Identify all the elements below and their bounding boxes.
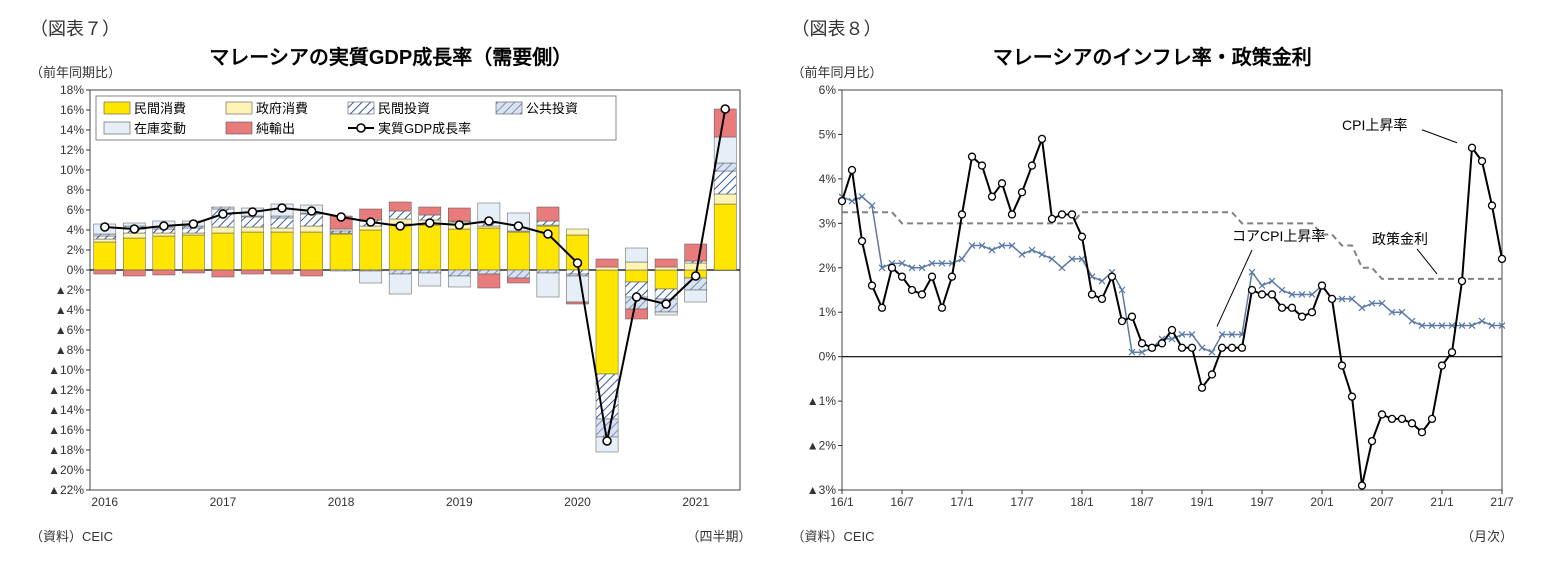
svg-text:▲1%: ▲1% bbox=[806, 394, 836, 408]
panel-left: （図表７） （前年同期比） マレーシアの実質GDP成長率（需要側） ▲22%▲2… bbox=[10, 10, 772, 553]
svg-text:0%: 0% bbox=[818, 350, 836, 364]
svg-text:2018: 2018 bbox=[328, 495, 355, 509]
svg-text:20/1: 20/1 bbox=[1310, 495, 1334, 509]
source-right: （資料）CEIC bbox=[792, 526, 875, 545]
svg-text:2016: 2016 bbox=[91, 495, 118, 509]
svg-text:21/7: 21/7 bbox=[1490, 495, 1514, 509]
chart-title-left: マレーシアの実質GDP成長率（需要側） bbox=[10, 41, 772, 70]
svg-text:民間消費: 民間消費 bbox=[134, 101, 186, 116]
svg-text:▲6%: ▲6% bbox=[55, 323, 85, 337]
fig-label-7: （図表７） bbox=[30, 15, 772, 41]
svg-text:▲16%: ▲16% bbox=[48, 423, 84, 437]
svg-text:▲10%: ▲10% bbox=[48, 363, 84, 377]
svg-text:19/7: 19/7 bbox=[1250, 495, 1274, 509]
svg-text:2021: 2021 bbox=[682, 495, 709, 509]
svg-text:18/1: 18/1 bbox=[1070, 495, 1094, 509]
svg-text:6%: 6% bbox=[818, 83, 836, 97]
svg-text:18%: 18% bbox=[60, 83, 84, 97]
svg-text:18/7: 18/7 bbox=[1130, 495, 1154, 509]
svg-text:19/1: 19/1 bbox=[1190, 495, 1214, 509]
svg-text:▲20%: ▲20% bbox=[48, 463, 84, 477]
svg-text:6%: 6% bbox=[67, 203, 85, 217]
svg-text:2%: 2% bbox=[67, 243, 85, 257]
svg-text:政府消費: 政府消費 bbox=[256, 101, 308, 116]
svg-text:4%: 4% bbox=[67, 223, 85, 237]
x-unit-right: （月次） bbox=[1461, 526, 1513, 545]
svg-text:実質GDP成長率: 実質GDP成長率 bbox=[378, 121, 471, 136]
svg-text:17/1: 17/1 bbox=[950, 495, 974, 509]
svg-text:2017: 2017 bbox=[210, 495, 237, 509]
svg-text:民間投資: 民間投資 bbox=[378, 101, 430, 116]
svg-text:▲18%: ▲18% bbox=[48, 443, 84, 457]
svg-text:16%: 16% bbox=[60, 103, 84, 117]
svg-text:14%: 14% bbox=[60, 123, 84, 137]
svg-text:▲4%: ▲4% bbox=[55, 303, 85, 317]
svg-text:公共投資: 公共投資 bbox=[526, 101, 578, 116]
svg-text:▲8%: ▲8% bbox=[55, 343, 85, 357]
svg-text:CPI上昇率: CPI上昇率 bbox=[1342, 117, 1407, 133]
chart-title-right: マレーシアのインフレ率・政策金利 bbox=[772, 41, 1534, 70]
svg-text:12%: 12% bbox=[60, 143, 84, 157]
svg-text:▲12%: ▲12% bbox=[48, 383, 84, 397]
svg-text:政策金利: 政策金利 bbox=[1372, 231, 1428, 247]
inflation-chart: ▲3%▲2%▲1%0%1%2%3%4%5%6%16/116/717/117/71… bbox=[772, 70, 1532, 530]
svg-text:17/7: 17/7 bbox=[1010, 495, 1034, 509]
y-unit-right: （前年同月比） bbox=[792, 62, 883, 81]
source-left: （資料）CEIC bbox=[30, 526, 113, 545]
svg-text:2019: 2019 bbox=[446, 495, 473, 509]
svg-text:5%: 5% bbox=[818, 127, 836, 141]
svg-text:4%: 4% bbox=[818, 172, 836, 186]
y-unit-left: （前年同期比） bbox=[30, 62, 121, 81]
svg-text:2020: 2020 bbox=[564, 495, 591, 509]
gdp-chart: ▲22% ▲20% ▲18% ▲16% ▲14% ▲12% ▲10% ▲8% ▲6% ▲4% ▲2%… bbox=[10, 70, 770, 530]
svg-text:コアCPI上昇率: コアCPI上昇率 bbox=[1232, 228, 1325, 244]
svg-text:▲2%: ▲2% bbox=[806, 439, 836, 453]
svg-text:16/1: 16/1 bbox=[830, 495, 854, 509]
svg-text:1%: 1% bbox=[818, 305, 836, 319]
svg-text:0%: 0% bbox=[67, 263, 85, 277]
svg-text:21/1: 21/1 bbox=[1430, 495, 1454, 509]
svg-text:8%: 8% bbox=[67, 183, 85, 197]
svg-text:20/7: 20/7 bbox=[1370, 495, 1394, 509]
svg-text:16/7: 16/7 bbox=[890, 495, 914, 509]
svg-text:純輸出: 純輸出 bbox=[256, 121, 295, 136]
svg-text:在庫変動: 在庫変動 bbox=[134, 121, 186, 136]
svg-text:▲2%: ▲2% bbox=[55, 283, 85, 297]
svg-text:2%: 2% bbox=[818, 261, 836, 275]
svg-text:3%: 3% bbox=[818, 216, 836, 230]
svg-text:▲14%: ▲14% bbox=[48, 403, 84, 417]
x-unit-left: （四半期） bbox=[686, 526, 751, 545]
svg-text:10%: 10% bbox=[60, 163, 84, 177]
fig-label-8: （図表８） bbox=[792, 15, 1534, 41]
panel-right: （図表８） （前年同月比） マレーシアのインフレ率・政策金利 ▲3%▲2%▲1%… bbox=[772, 10, 1534, 553]
svg-text:▲22%: ▲22% bbox=[48, 483, 84, 497]
